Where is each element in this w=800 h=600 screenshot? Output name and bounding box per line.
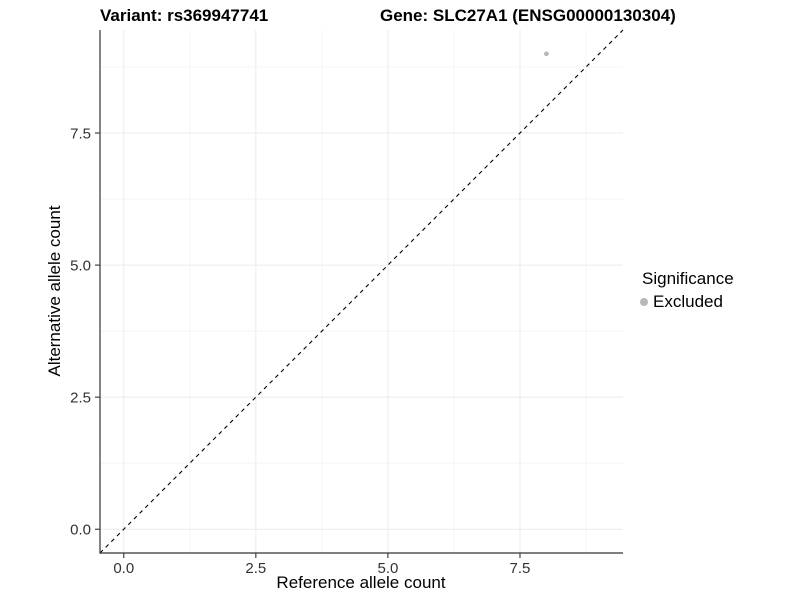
y-tick-label: 0.0 xyxy=(70,522,91,539)
x-tick-label: 5.0 xyxy=(377,560,398,577)
legend: Significance Excluded xyxy=(640,269,734,312)
x-axis-title: Reference allele count xyxy=(276,573,446,592)
plot-title-gene: Gene: SLC27A1 (ENSG00000130304) xyxy=(380,6,676,25)
legend-item-excluded: Excluded xyxy=(640,292,734,312)
legend-title: Significance xyxy=(642,269,734,288)
legend-item-label: Excluded xyxy=(653,292,723,311)
y-axis-title: Alternative allele count xyxy=(45,205,64,377)
y-tick-label: 2.5 xyxy=(70,390,91,407)
x-tick-label: 7.5 xyxy=(510,560,531,577)
data-point xyxy=(543,51,549,57)
y-tick-label: 5.0 xyxy=(70,258,91,275)
legend-key-circle-icon xyxy=(640,298,648,306)
y-tick-label: 7.5 xyxy=(70,126,91,143)
x-tick-label: 0.0 xyxy=(113,560,134,577)
identity-reference-line xyxy=(99,29,624,554)
x-tick-label: 2.5 xyxy=(245,560,266,577)
plot-title-variant: Variant: rs369947741 xyxy=(100,6,269,25)
